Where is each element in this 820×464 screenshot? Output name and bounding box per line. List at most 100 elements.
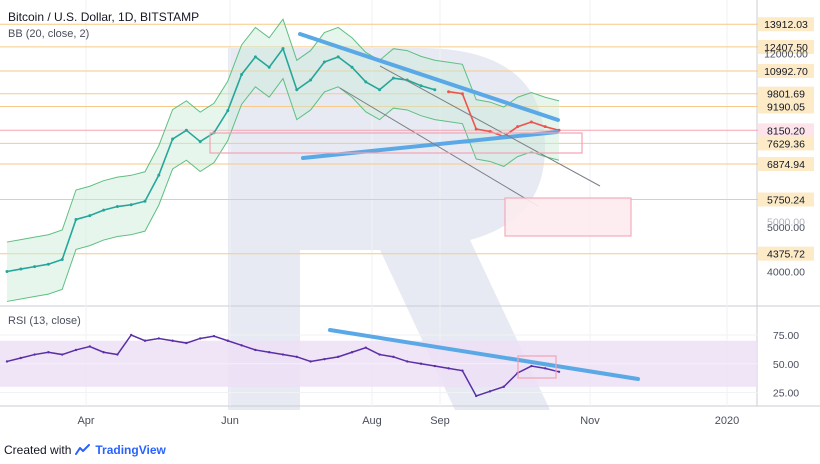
rsi-highlight-box [517,355,557,379]
rsi-point [185,341,188,345]
rsi-point [502,385,505,388]
price-level-label: 7629.36 [767,138,805,150]
price-level-label: 9801.69 [767,89,805,101]
rsi-point [61,353,64,356]
rsi-point [88,345,92,348]
price-level-label: 6874.94 [767,159,805,171]
rsi-point [171,339,174,342]
resistance-zone-box [209,132,583,154]
price-point [143,199,147,203]
rsi-point [557,370,561,373]
rsi-point [130,333,133,337]
rsi-axis-tick: 25.00 [773,388,799,400]
watermark-logo [228,48,550,410]
rsi-point [240,344,243,347]
rsi-point [295,355,298,359]
price-point [322,60,326,64]
rsi-point [544,367,547,370]
gray-trend-line-lower [339,87,539,207]
price-indicator-label: BB (20, close, 2) [8,28,89,40]
rsi-point [19,356,22,360]
price-level-label: 10992.70 [764,66,808,78]
price-point [267,65,271,69]
price-level-tag [758,136,814,151]
price-point [419,84,423,88]
price-point [88,214,92,218]
target-zone-box [504,197,632,237]
rsi-point [364,346,367,349]
price-level-label: 12407.50 [764,42,808,54]
rsi-title: RSI (13, close) [8,315,81,327]
rsi-point [116,353,119,356]
price-axis-tick: 12000.00 [764,49,808,61]
price-point [184,128,188,132]
price-point [46,262,50,266]
rsi-axis-tick: 50.00 [773,359,799,371]
x-tick-label: 2020 [715,415,739,427]
price-point [129,203,133,207]
price-point [198,140,202,144]
price-point [309,78,313,82]
rsi-point [530,364,533,368]
price-axis-tick: 4000.00 [767,267,805,279]
price-point [19,267,23,271]
x-tick-label: Sep [430,415,450,427]
price-point [115,205,119,209]
bollinger-upper [6,18,560,243]
rsi-point [419,362,423,365]
price-point [5,270,9,274]
rsi-point [461,369,464,372]
price-point [74,217,78,221]
price-point [488,130,492,134]
price-point [378,88,382,92]
price-level-label: 5750.24 [767,194,805,206]
price-point [60,257,64,261]
price-point [543,125,547,129]
rsi-point [447,367,450,370]
price-point [295,88,299,92]
rsi-point [33,353,36,356]
price-axis-tick: 5000.00 [767,222,805,234]
rsi-point [143,339,147,342]
price-point [336,55,340,59]
rsi-point [102,351,105,354]
price-level-tag [758,157,814,172]
price-level-label: 13912.03 [764,19,808,31]
price-level-tag [758,63,814,78]
footer-brand[interactable]: TradingView [95,443,166,457]
price-level-tag [758,192,814,207]
rsi-point [157,337,160,340]
rsi-point [5,360,9,363]
gray-trend-line-upper [379,65,601,187]
price-level-tag [758,99,814,114]
price-level-tag [758,86,814,101]
price-chart-title: Bitcoin / U.S. Dollar, 1D, BITSTAMP [8,10,199,24]
rsi-point [475,394,478,398]
upper-triangle-line [298,32,560,122]
price-point [240,72,244,76]
price-point [350,65,354,69]
price-point [226,109,230,113]
footer-created-with: Created with [4,443,72,457]
price-level-label: 4375.72 [767,249,805,261]
rsi-point [47,351,50,354]
rsi-point [254,348,257,352]
rsi-axis-tick: 75.00 [773,330,799,342]
price-point [474,127,478,131]
rsi-point [392,355,395,359]
x-tick-label: Nov [580,415,600,427]
x-tick-label: Jun [221,415,239,427]
price-point [433,88,437,92]
price-level-label-overlapped: 5000.00 [767,216,805,228]
rsi-point [226,339,229,342]
price-series-line [6,46,436,273]
footer: Created with TradingView [4,440,166,460]
price-level-tag [758,246,814,261]
price-level-tag [758,123,814,138]
rsi-trend-line [328,328,640,381]
rsi-point [309,360,312,363]
rsi-point [488,390,492,393]
price-level-tag [758,17,814,32]
rsi-point [199,337,202,340]
